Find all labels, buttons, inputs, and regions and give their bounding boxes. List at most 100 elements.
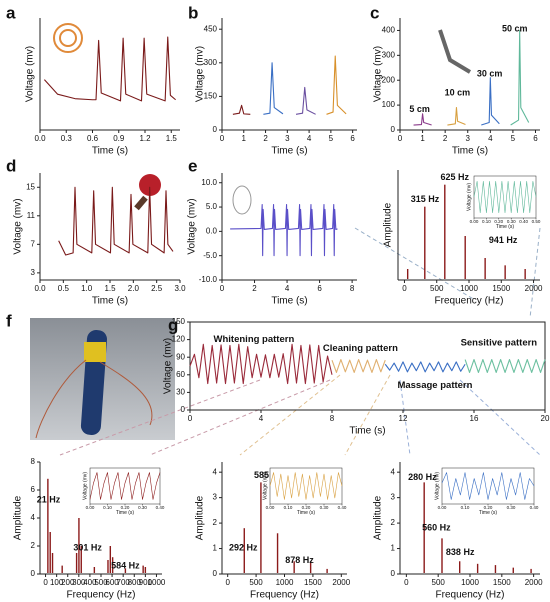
x-tick-label: 0.10 <box>482 219 491 224</box>
y-axis-label: Voltage (mv) <box>373 46 384 102</box>
icon-coil <box>53 23 83 53</box>
x-tick-label: 0 <box>402 284 407 293</box>
x-tick-label: 300 <box>72 578 86 587</box>
y-axis-label: Amplitude <box>373 495 384 540</box>
y-tick-label: -5.0 <box>203 251 217 260</box>
y-tick-label: 450 <box>204 24 218 33</box>
y-tick-label: 0 <box>391 125 396 134</box>
x-tick-label: 2 <box>263 134 268 143</box>
x-tick-label: 0.6 <box>87 134 99 143</box>
x-tick-label: 3 <box>285 134 290 143</box>
x-tick-label: 4 <box>488 134 493 143</box>
x-tick-label: 3.0 <box>174 284 186 293</box>
x-axis-label: Time (s) <box>452 146 488 157</box>
x-tick-label: 0.0 <box>34 284 46 293</box>
panel-label: d <box>6 156 16 175</box>
y-axis-label: Voltage (mv) <box>13 198 24 254</box>
x-axis-label: Time (s) <box>116 510 134 516</box>
y-tick-label: 0 <box>213 125 218 134</box>
icon-coil <box>59 29 77 47</box>
x-tick-label: 6 <box>533 134 538 143</box>
annotation: 21 Hz <box>37 494 61 504</box>
wire <box>99 361 153 426</box>
x-tick-label: 1500 <box>492 284 510 293</box>
line <box>295 86 316 115</box>
icon-paddle-handle <box>134 195 148 211</box>
x-tick-label: 3 <box>466 134 471 143</box>
x-tick-label: 2000 <box>525 284 543 293</box>
x-tick-label: 0.00 <box>470 219 479 224</box>
y-tick-label: 0.0 <box>206 226 218 235</box>
y-axis-label: Voltage (mv) <box>163 338 174 394</box>
x-tick-label: 20 <box>541 414 550 423</box>
y-tick-label: 2 <box>213 518 218 527</box>
x-tick-label: 0 <box>404 578 409 587</box>
annotation: 10 cm <box>445 87 471 97</box>
x-axis-label: Time (s) <box>297 510 315 516</box>
annotation: 878 Hz <box>285 555 314 565</box>
x-tick-label: 400 <box>83 578 97 587</box>
line <box>89 472 161 500</box>
x-tick-label: 0.0 <box>34 134 46 143</box>
x-tick-label: 4 <box>307 134 312 143</box>
x-tick-label: 800 <box>128 578 142 587</box>
x-tick-label: 0 <box>43 578 48 587</box>
x-tick-label: 0.00 <box>266 505 275 510</box>
connector <box>354 227 476 301</box>
x-tick-label: 0.30 <box>507 219 516 224</box>
y-tick-label: 1 <box>213 544 218 553</box>
x-tick-label: 0.50 <box>532 219 541 224</box>
y-tick-label: 0 <box>31 569 36 578</box>
annotation: Cleaning pattern <box>323 343 398 354</box>
annotation: 315 Hz <box>411 194 440 204</box>
line <box>43 36 176 102</box>
y-tick-label: 100 <box>382 100 396 109</box>
x-tick-label: 0 <box>188 414 193 423</box>
x-tick-label: 0 <box>220 284 225 293</box>
panel-label: b <box>188 3 198 22</box>
annotation: 5 cm <box>409 104 430 114</box>
x-tick-label: 6 <box>350 134 355 143</box>
panel-label: f <box>6 311 12 330</box>
y-tick-label: -10.0 <box>199 275 218 284</box>
panel-label: e <box>188 156 197 175</box>
x-axis-label: Time (s) <box>92 146 128 157</box>
y-axis-label: Amplitude <box>383 202 394 247</box>
x-tick-label: 1000 <box>276 578 294 587</box>
y-tick-label: 5.0 <box>206 202 218 211</box>
x-tick-label: 200 <box>61 578 75 587</box>
x-tick-label: 0.5 <box>58 284 70 293</box>
nanogenerator <box>84 342 106 362</box>
y-axis-label: Voltage (mv) <box>187 198 198 254</box>
line <box>331 359 386 373</box>
x-tick-label: 4 <box>285 284 290 293</box>
x-tick-label: 1.0 <box>81 284 93 293</box>
y-tick-label: 300 <box>204 58 218 67</box>
annotation: 292 Hz <box>229 543 258 553</box>
x-tick-label: 0 <box>220 134 225 143</box>
x-tick-label: 0.00 <box>86 505 95 510</box>
y-axis-label: Voltage (mv) <box>434 472 440 500</box>
x-tick-label: 0.20 <box>121 505 130 510</box>
annotation: 584 Hz <box>111 561 140 571</box>
y-tick-label: 6 <box>31 485 36 494</box>
line <box>481 77 500 126</box>
x-tick-label: 600 <box>105 578 119 587</box>
x-tick-label: 700 <box>117 578 131 587</box>
x-tick-label: 0.30 <box>138 505 147 510</box>
connector <box>149 379 331 456</box>
x-tick-label: 500 <box>249 578 263 587</box>
x-tick-label: 8 <box>350 284 355 293</box>
x-tick-label: 900 <box>139 578 153 587</box>
y-tick-label: 120 <box>172 335 186 344</box>
line <box>464 359 546 373</box>
x-tick-label: 0.20 <box>484 505 493 510</box>
x-tick-label: 0.40 <box>156 505 165 510</box>
x-tick-label: 1500 <box>304 578 322 587</box>
line <box>510 29 530 126</box>
y-tick-label: 7 <box>31 239 36 248</box>
x-tick-label: 1500 <box>493 578 511 587</box>
y-axis-label: Voltage (mv) <box>466 183 472 211</box>
line <box>189 343 333 385</box>
